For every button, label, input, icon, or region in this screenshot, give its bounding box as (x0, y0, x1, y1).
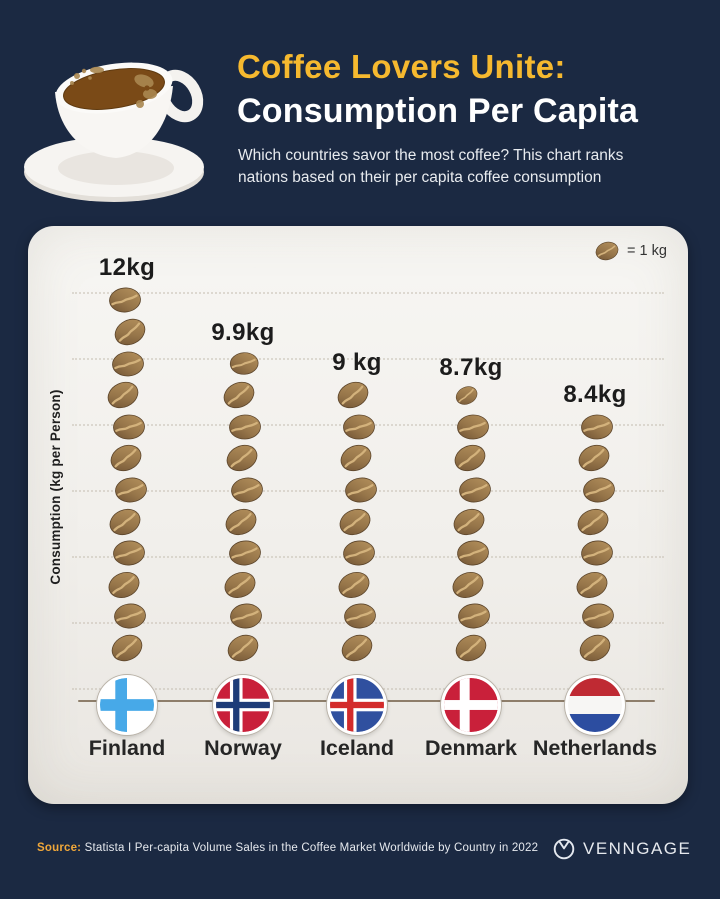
finland-flag (97, 675, 157, 735)
legend-label: = 1 kg (627, 243, 667, 259)
gridline (72, 358, 664, 360)
coffee-bean-icon (449, 504, 489, 539)
coffee-bean-icon (105, 440, 147, 477)
coffee-bean-icon (573, 440, 615, 477)
denmark-flag (441, 675, 501, 735)
coffee-bean-icon (226, 472, 268, 508)
coffee-bean-icon (454, 472, 496, 508)
venngage-icon (553, 838, 575, 860)
value-label: 9.9kg (211, 319, 275, 347)
coffee-cup-illustration (24, 62, 204, 202)
subtitle-line-2: nations based on their per capita coffee… (238, 169, 602, 186)
country-label: Norway (204, 736, 282, 760)
coffee-bean-icon (573, 504, 613, 539)
y-axis-label: Consumption (kg per Person) (48, 389, 63, 585)
coffee-bean-icon (448, 567, 488, 602)
value-label: 8.7kg (439, 353, 503, 381)
iceland-flag (327, 675, 387, 735)
title-line-2: Consumption Per Capita (237, 92, 639, 130)
country-label: Iceland (319, 736, 395, 760)
coffee-bean-icon (340, 472, 382, 508)
value-label: 9 kg (332, 349, 382, 377)
coffee-bean-icon (105, 504, 145, 539)
subtitle: Which countries savor the most coffee? T… (238, 145, 623, 189)
netherlands-flag (565, 675, 625, 735)
country-label: Netherlands (532, 736, 658, 760)
coffee-bean-icon (221, 440, 263, 477)
venngage-logo: VENNGAGE (552, 837, 691, 861)
coffee-bean-icon (572, 567, 612, 602)
country-label: Denmark (424, 736, 517, 760)
coffee-bean-icon (334, 567, 374, 602)
source-text: Statista I Per-capita Volume Sales in th… (84, 842, 539, 854)
coffee-bean-icon (594, 240, 620, 262)
coffee-bean-icon (576, 535, 618, 572)
source-line: Source: Statista I Per-capita Volume Sal… (37, 842, 538, 854)
source-label: Source: (37, 842, 82, 854)
coffee-bean-icon (332, 377, 374, 414)
coffee-bean-icon (220, 567, 260, 602)
coffee-bean-icon (224, 535, 266, 572)
coffee-bean-icon (110, 472, 152, 508)
country-label: Finland (88, 736, 166, 760)
coffee-bean-icon (102, 377, 144, 414)
coffee-bean-icon (449, 440, 491, 477)
chart-legend: = 1 kg (594, 240, 667, 262)
value-label: 12kg (98, 254, 156, 282)
value-label: 8.4kg (563, 380, 627, 408)
brand-name: VENNGAGE (583, 839, 692, 858)
coffee-bean-icon (338, 535, 380, 572)
coffee-bean-icon (108, 535, 150, 572)
coffee-bean-icon (452, 535, 494, 572)
norway-flag (213, 675, 273, 735)
coffee-bean-icon (221, 504, 261, 539)
coffee-bean-icon (452, 382, 482, 408)
gridline (72, 292, 664, 294)
coffee-bean-icon (104, 567, 144, 602)
title-line-1: Coffee Lovers Unite: (237, 48, 566, 85)
coffee-bean-icon (218, 377, 260, 414)
coffee-bean-icon (335, 504, 375, 539)
coffee-bean-icon (335, 440, 377, 477)
subtitle-line-1: Which countries savor the most coffee? T… (238, 147, 624, 164)
coffee-bean-icon (578, 472, 620, 508)
